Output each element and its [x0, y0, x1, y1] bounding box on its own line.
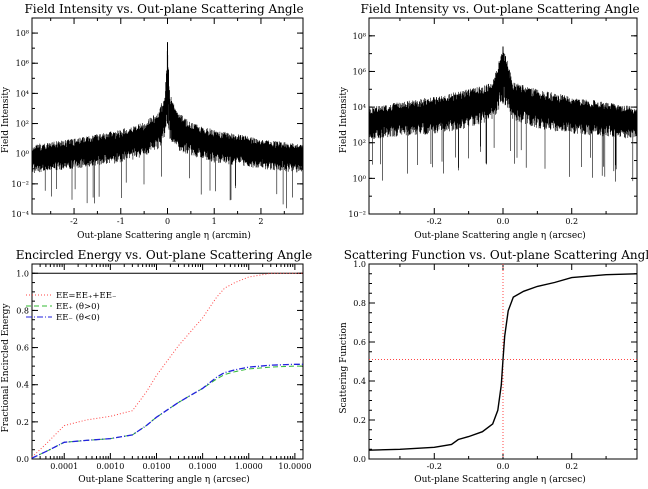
- y-tick-label: 10⁶: [16, 59, 29, 68]
- x-axis-label: Out-plane Scattering angle η (arcsec): [414, 474, 586, 485]
- legend-label-total: EE=EE₊+EE₋: [56, 291, 116, 301]
- x-axis-label: Out-plane Scattering angle η (arcsec): [414, 230, 586, 241]
- series-ee-total: [31, 272, 303, 458]
- y-axis-label: Field Intensity: [1, 86, 11, 153]
- x-tick-label: 0.2: [565, 217, 578, 226]
- panel-field-intensity-arcsec: Field Intensity vs. Out-plane Scattering…: [339, 2, 640, 241]
- panel-scattering-function: Scattering Function vs. Out-plane Scatte…: [339, 248, 648, 485]
- y-tick-label: 10⁶: [353, 67, 366, 76]
- y-tick-label: 10⁸: [16, 29, 29, 38]
- series-ee-negative: [31, 363, 303, 459]
- panel-encircled-energy: Encircled Energy vs. Out-plane Scatterin…: [1, 248, 312, 485]
- legend: EE=EE₊+EE₋ EE₊ (θ>0) EE₋ (θ<0): [26, 291, 116, 323]
- y-axis-label: Scattering Function: [339, 322, 349, 414]
- data-noise-trace: [368, 51, 638, 182]
- y-tick-label: 10²: [353, 139, 366, 148]
- y-tick-label: 0.2: [16, 418, 29, 427]
- x-tick-label: 1: [212, 217, 217, 226]
- y-tick-label: 0.0: [353, 455, 366, 464]
- x-tick-label: 2: [258, 217, 263, 226]
- chart-title: Scattering Function vs. Out-plane Scatte…: [344, 248, 648, 262]
- x-tick-label: 0.0001: [50, 462, 78, 471]
- y-tick-label: 10⁴: [353, 103, 366, 112]
- y-tick-label: 10⁻²: [348, 210, 366, 219]
- series-scattering-function: [368, 273, 638, 451]
- y-tick-label: 10⁻²: [11, 180, 29, 189]
- plot-frame: [31, 263, 304, 460]
- x-tick-label: 0.0100: [142, 462, 170, 471]
- y-tick-label: 10⁰: [353, 174, 366, 183]
- x-tick-label: 0.1000: [189, 462, 217, 471]
- x-tick-label: 0.0010: [96, 462, 124, 471]
- y-tick-label: 0.8: [16, 306, 29, 315]
- data-noise-trace: [31, 51, 304, 209]
- x-axis-label: Out-plane Scattering angle η (arcsec): [78, 474, 250, 485]
- y-tick-label: 0.6: [353, 338, 366, 347]
- y-axis-label: Field Intensity: [339, 86, 349, 153]
- x-tick-label: 0.2: [565, 462, 578, 471]
- x-tick-label: 10.0000: [278, 462, 311, 471]
- x-axis-label: Out-plane Scattering angle η (arcmin): [77, 230, 251, 241]
- y-tick-label: 10⁻⁴: [11, 210, 29, 219]
- y-tick-label: 1.0: [16, 269, 29, 278]
- y-tick-label: 0.8: [353, 299, 366, 308]
- x-tick-label: -0.2: [427, 462, 442, 471]
- legend-label-negative: EE₋ (θ<0): [56, 312, 100, 323]
- x-tick-label: -0.2: [427, 217, 442, 226]
- y-tick-label: 0.0: [16, 455, 29, 464]
- chart-title: Field Intensity vs. Out-plane Scattering…: [24, 2, 303, 16]
- y-axis-label: Fractional Encircled Energy: [1, 303, 11, 433]
- x-tick-label: 0.0: [497, 462, 510, 471]
- y-tick-label: 0.2: [353, 416, 366, 425]
- series-ee-positive: [31, 365, 303, 459]
- y-tick-label: 10⁰: [16, 150, 29, 159]
- x-tick-label: 1.0000: [235, 462, 263, 471]
- x-tick-label: -2: [70, 217, 78, 226]
- y-tick-label: 10⁴: [16, 89, 29, 98]
- y-tick-label: 10²: [16, 120, 29, 129]
- legend-label-positive: EE₊ (θ>0): [56, 301, 100, 312]
- x-tick-label: 0.0: [497, 217, 510, 226]
- x-tick-label: -1: [117, 217, 125, 226]
- chart-title: Field Intensity vs. Out-plane Scattering…: [360, 2, 639, 16]
- y-tick-label: 0.6: [16, 344, 29, 353]
- chart-title: Encircled Energy vs. Out-plane Scatterin…: [16, 248, 313, 262]
- y-tick-label: 1.0: [353, 260, 366, 269]
- y-tick-label: 0.4: [16, 381, 29, 390]
- x-tick-label: 0: [165, 217, 170, 226]
- y-tick-label: 0.4: [353, 377, 366, 386]
- panel-field-intensity-arcmin: Field Intensity vs. Out-plane Scattering…: [1, 2, 304, 241]
- y-tick-label: 10⁸: [353, 32, 366, 41]
